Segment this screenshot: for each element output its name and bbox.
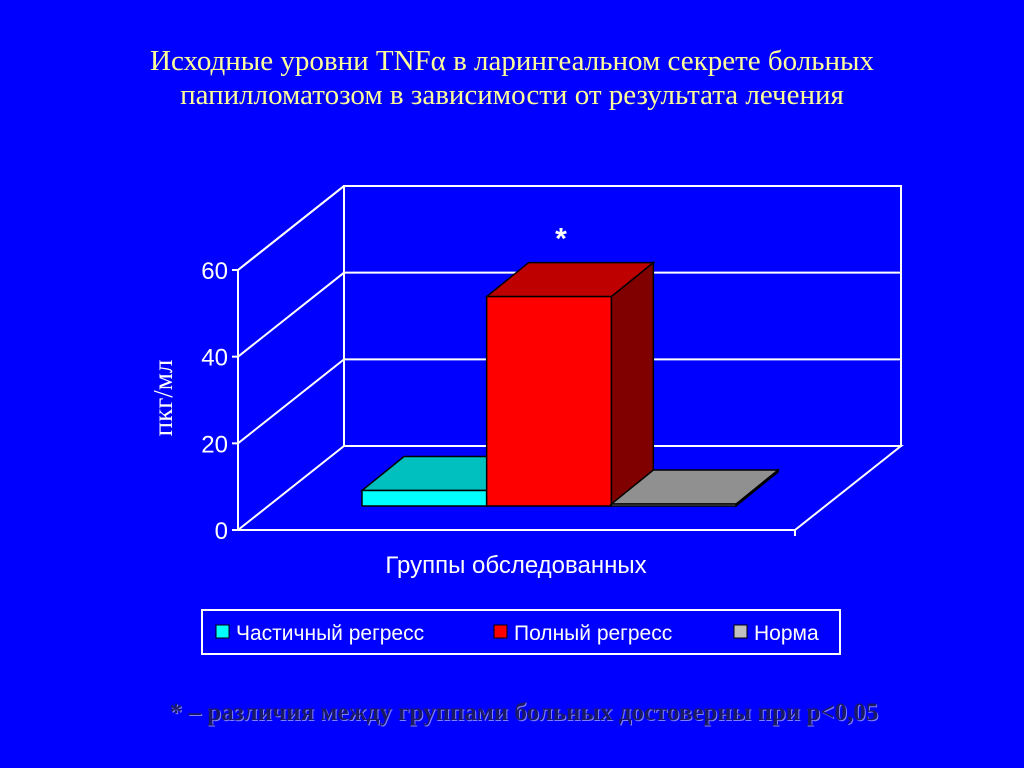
chart-legend: Частичный регресс Полный регресс Норма [201, 609, 841, 655]
gridline [237, 271, 901, 358]
legend-swatch [493, 624, 508, 639]
legend-label: Норма [754, 622, 819, 645]
y-tick-label: 0 [215, 518, 228, 545]
gridline [237, 185, 901, 271]
footnote: * – различия между группами больных дост… [169, 699, 879, 726]
slide-title-line-2: папилломатозом в зависимости от результа… [180, 79, 844, 111]
slide-title-line-1: Исходные уровни TNFα в ларингеальном сек… [150, 45, 874, 77]
legend-swatch [215, 624, 230, 639]
bar-front [361, 489, 488, 507]
chart-bars: * [359, 223, 781, 508]
y-tick-label: 20 [201, 431, 228, 458]
slide-title: Исходные уровни TNFα в ларингеальном сек… [0, 44, 1024, 112]
bar-1: * [484, 223, 656, 508]
floor [235, 445, 904, 531]
x-axis-label: Группы обследованных [385, 552, 646, 579]
legend-label: Частичный регресс [236, 622, 424, 645]
bar-front [485, 295, 613, 507]
bar-front [610, 503, 737, 507]
y-tick-label: 40 [201, 345, 228, 372]
bar-annotation: * [555, 223, 567, 256]
chart-gridlines [237, 185, 901, 445]
legend-label: Полный регресс [514, 622, 672, 645]
bar-2 [609, 468, 781, 508]
y-axis: 0 20 40 60 [201, 258, 796, 545]
y-axis-label: пкг/мл [148, 360, 178, 437]
bar-side [610, 260, 655, 508]
y-tick-label: 60 [201, 258, 228, 285]
gridline [237, 358, 901, 445]
legend-swatch [733, 624, 748, 639]
